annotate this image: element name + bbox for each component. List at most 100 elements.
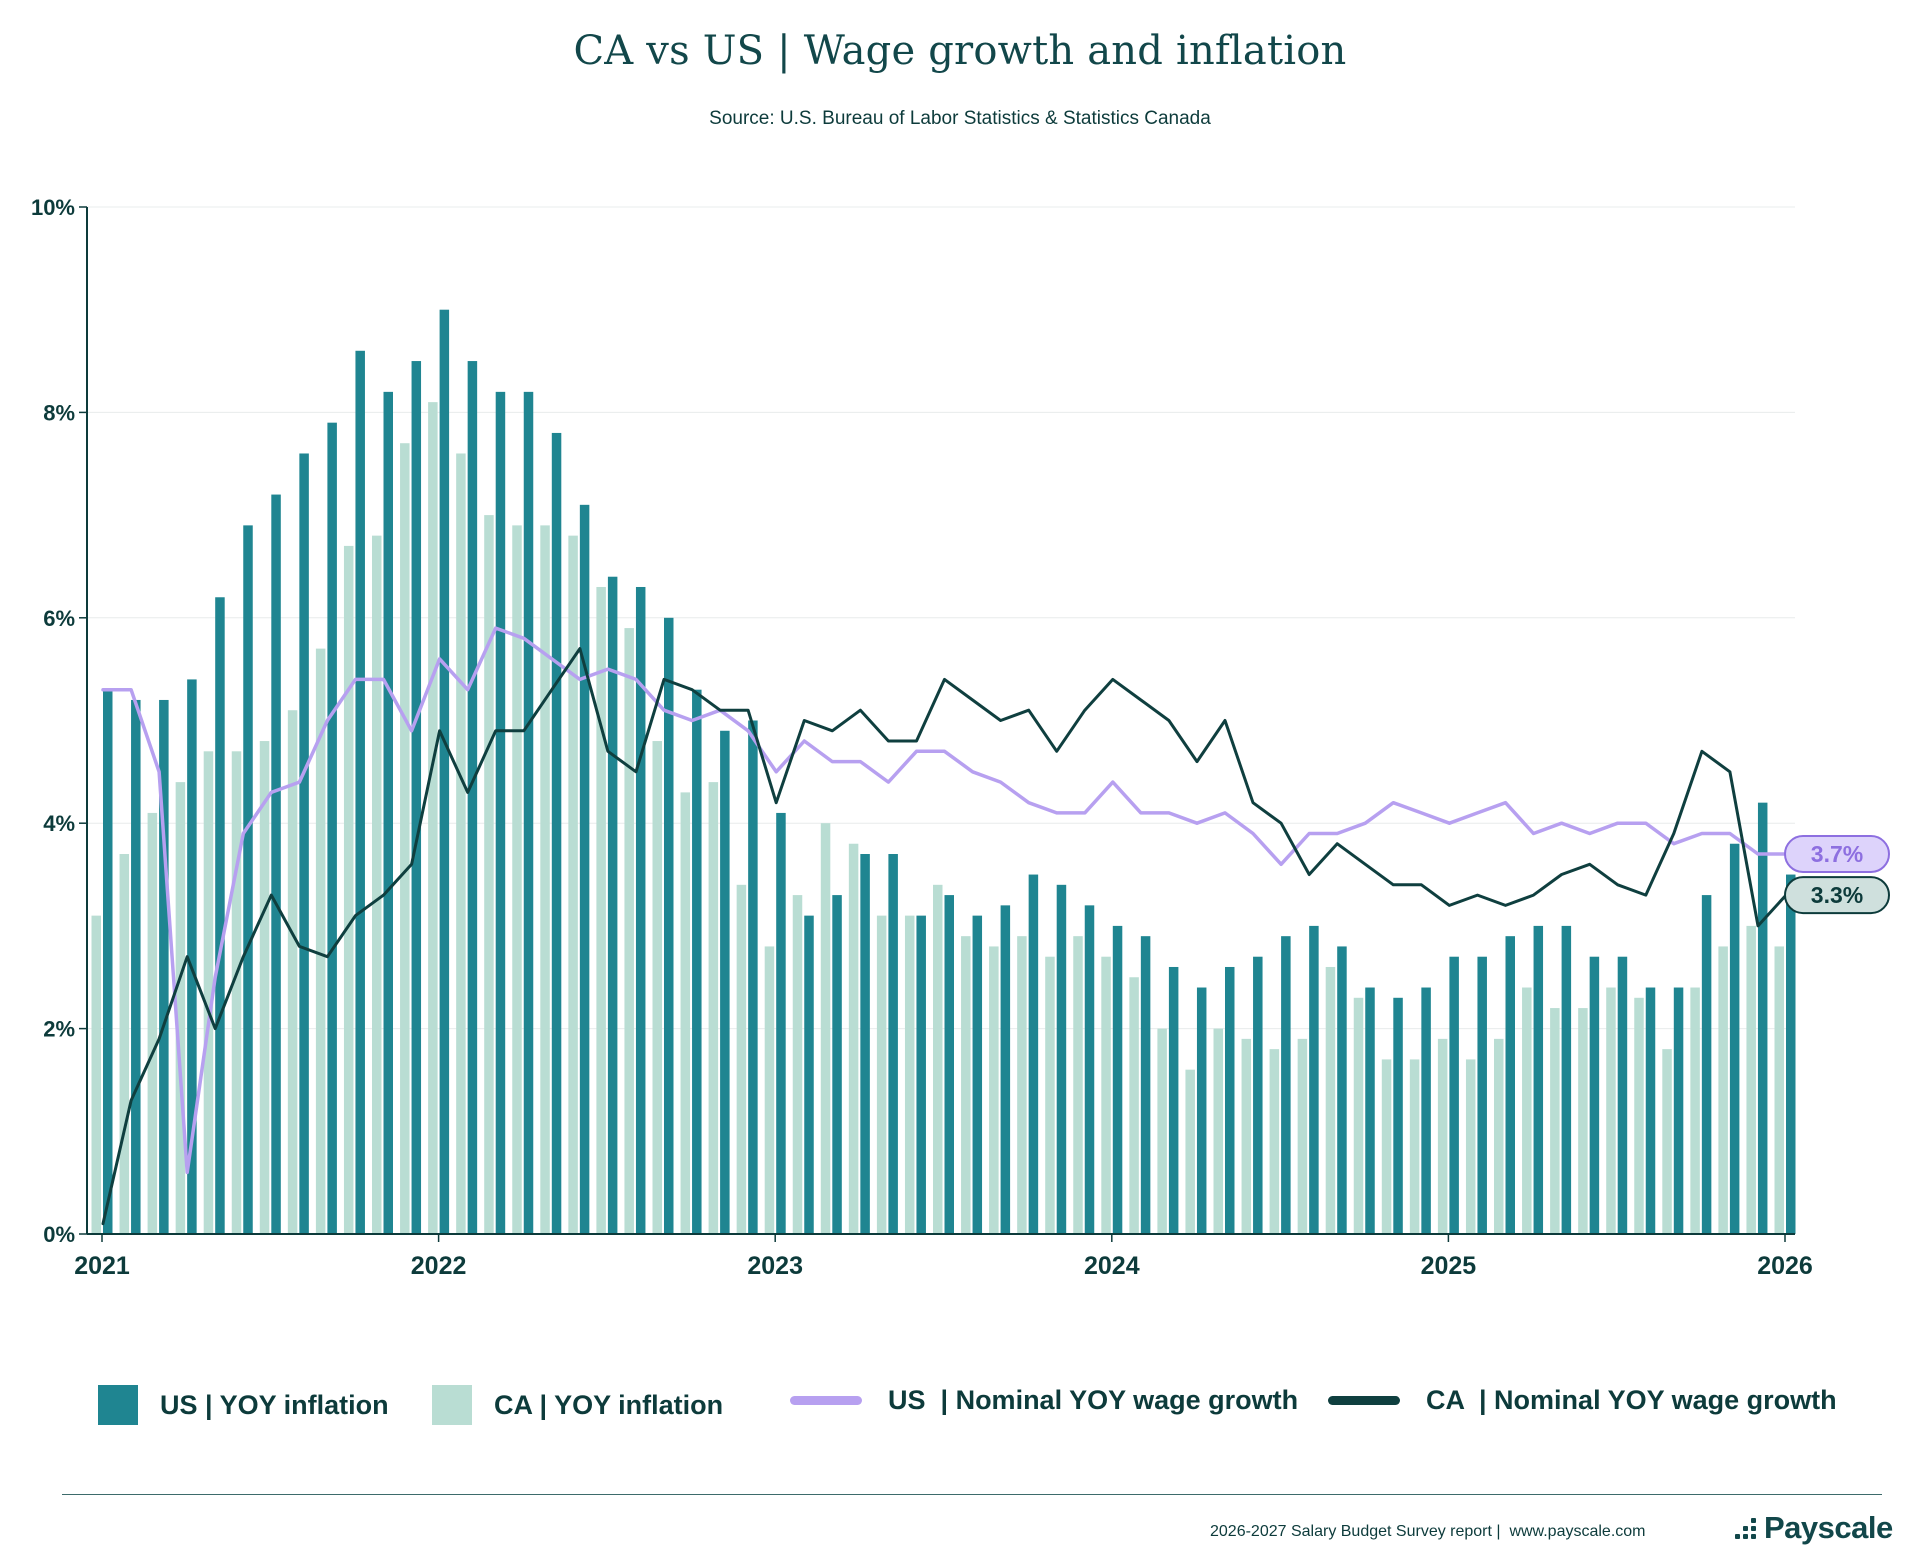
bar-ca-inflation [1465,1059,1476,1234]
bar-ca-inflation [1522,987,1532,1234]
bar-ca-inflation [764,946,775,1234]
y-tick-label: 0% [43,1222,75,1247]
bar-us-inflation [1140,936,1151,1234]
x-tick-label: 2026 [1757,1252,1813,1280]
payscale-dots-icon [1735,1517,1756,1539]
bar-ca-inflation [203,751,214,1234]
bar-ca-inflation [736,884,747,1234]
legend-item-ca-wage: CA | Nominal YOY wage growth [1328,1385,1837,1416]
y-tick-label: 4% [43,811,75,836]
bar-us-inflation [131,699,141,1234]
bar-ca-inflation [119,854,130,1234]
bar-us-inflation [692,689,702,1234]
bar-us-inflation [972,915,983,1234]
bar-ca-inflation [1157,1028,1167,1234]
bar-ca-inflation [1297,1038,1308,1234]
chart-subtitle: Source: U.S. Bureau of Labor Statistics … [709,108,1211,129]
bar-ca-inflation [961,936,971,1234]
bar-us-inflation [187,679,197,1234]
bar-ca-inflation [540,525,550,1234]
bar-us-inflation [1701,895,1712,1234]
bar-us-inflation [1533,925,1544,1234]
bar-ca-inflation [259,741,270,1234]
bar-us-inflation [243,525,253,1234]
bar-ca-inflation [1017,936,1027,1234]
bar-ca-inflation [1381,1059,1392,1234]
bar-ca-inflation [792,895,803,1234]
legend-label: US | YOY inflation [160,1389,389,1420]
bar-ca-inflation [989,946,999,1234]
bar-us-inflation [1225,966,1235,1234]
bar-ca-inflation [91,915,101,1234]
legend-swatch-us-wage [790,1396,862,1405]
bar-us-inflation [159,699,169,1234]
bar-ca-inflation [1494,1038,1504,1234]
bar-ca-inflation [848,843,859,1234]
x-tick-label: 2021 [74,1252,130,1280]
x-tick-label: 2023 [747,1252,803,1280]
bar-ca-inflation [933,884,943,1234]
bar-us-inflation [1000,905,1011,1234]
bar-us-inflation [551,432,562,1234]
bar-us-inflation [327,422,337,1234]
bar-us-inflation [1112,925,1123,1234]
bar-us-inflation [383,391,393,1234]
bar-us-inflation [748,720,758,1234]
bar-ca-inflation [400,443,410,1235]
y-tick-label: 10% [31,195,75,220]
bar-ca-inflation [343,545,354,1234]
footer-divider [62,1494,1882,1495]
bar-us-inflation [1393,997,1403,1234]
bar-us-inflation [1673,987,1684,1234]
bar-ca-inflation [1269,1049,1280,1234]
bar-us-inflation [720,730,730,1234]
bar-ca-inflation [1437,1038,1448,1234]
bar-ca-inflation [1409,1059,1420,1234]
line-ca-wage-growth [101,647,1788,1226]
bar-us-inflation [1253,956,1263,1234]
bar-us-inflation [579,504,590,1235]
bar-us-inflation [804,915,814,1234]
end-label-text: 3.3% [1811,882,1863,908]
bar-us-inflation [103,689,113,1234]
bar-ca-inflation [820,823,831,1234]
end-label-pill [1784,876,1890,915]
bar-ca-inflation [596,586,606,1234]
bar-ca-inflation [372,535,382,1234]
bar-us-inflation [355,350,365,1234]
y-tick-label: 8% [43,400,75,425]
bar-us-inflation [411,361,422,1234]
bar-us-inflation [1337,946,1347,1234]
y-tick-label: 6% [43,606,75,631]
payscale-logo: Payscale [1735,1510,1893,1546]
legend-swatch-ca-wage [1328,1396,1400,1405]
bar-ca-inflation [512,525,522,1234]
bar-ca-inflation [1550,1008,1560,1234]
bar-ca-inflation [456,453,466,1235]
bar-ca-inflation [147,812,158,1234]
bar-us-inflation [832,895,842,1234]
bar-us-inflation [1589,956,1600,1234]
bar-us-inflation [1028,874,1039,1234]
legend-swatch-us-inflation [98,1385,138,1425]
bar-us-inflation [523,391,534,1234]
bar-ca-inflation [1578,1008,1588,1234]
chart-svg: 0% 2% 4% 6% 8% 10% 2021 2022 2023 2024 2025 2026 3.7… [31,195,1890,1280]
bar-us-inflation [467,361,478,1234]
x-tick-label: 2025 [1421,1252,1477,1280]
bar-us-inflation [439,309,450,1234]
bar-ca-inflation [1690,987,1700,1234]
bar-us-inflation [1421,987,1431,1234]
bar-ca-inflation [231,751,242,1234]
legend: US | YOY inflation CA | YOY inflation US… [0,1385,1920,1445]
bar-ca-inflation [1101,956,1111,1234]
bar-ca-inflation [1129,977,1139,1234]
bar-us-inflation [944,895,954,1234]
bar-ca-inflation [680,792,691,1234]
bar-ca-inflation [1325,966,1336,1234]
bar-us-inflation [1505,936,1515,1234]
bar-ca-inflation [1353,997,1364,1234]
x-tick-label: 2024 [1084,1252,1140,1280]
bar-ca-inflation [1073,936,1083,1234]
bar-ca-inflation [876,915,887,1234]
